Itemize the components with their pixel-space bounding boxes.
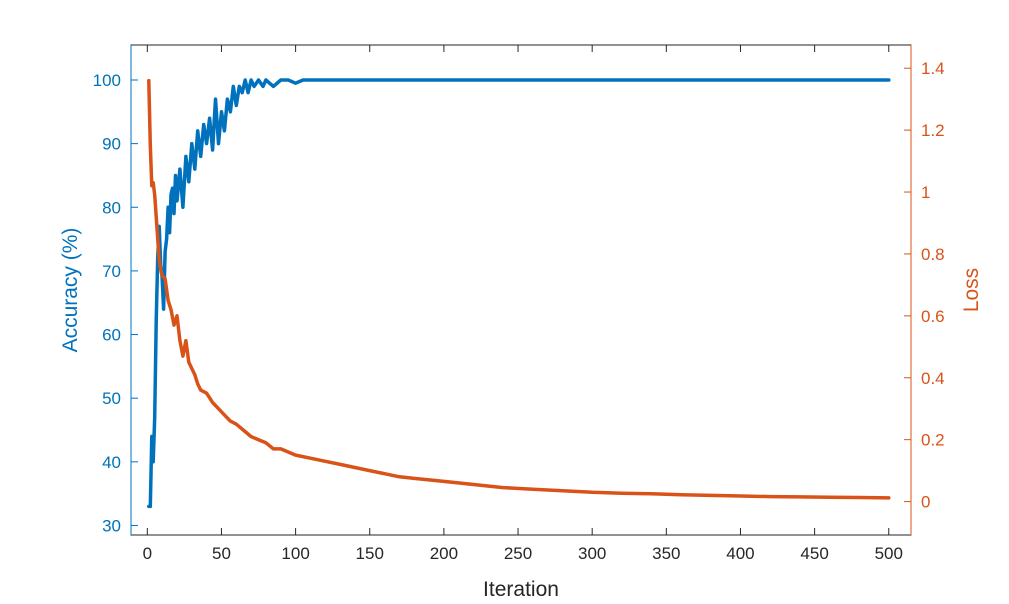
y-right-tick-label: 1	[921, 183, 930, 202]
y-right-tick-label: 0	[921, 493, 930, 512]
y-right-tick-label: 0.4	[921, 369, 945, 388]
x-tick-label: 100	[281, 544, 309, 563]
y-left-tick-label: 30	[102, 516, 121, 535]
y-right-tick-label: 0.6	[921, 307, 945, 326]
x-tick-label: 50	[212, 544, 231, 563]
y-axis-right-label: Loss	[960, 268, 983, 312]
x-tick-label: 300	[578, 544, 606, 563]
y-axis-right: 0 0.2 0.4 0.6 0.8 1 1.2 1.4	[904, 45, 945, 535]
y-left-tick-label: 80	[102, 198, 121, 217]
x-tick-label: 450	[800, 544, 828, 563]
series-layer	[147, 78, 891, 509]
x-tick-label: 250	[504, 544, 532, 563]
y-left-tick-label: 50	[102, 389, 121, 408]
accuracy-series-line	[147, 78, 891, 509]
loss-series-line	[147, 78, 891, 500]
y-left-tick-label: 90	[102, 135, 121, 154]
x-tick-label: 500	[875, 544, 903, 563]
y-left-tick-label: 40	[102, 453, 121, 472]
x-tick-label: 400	[726, 544, 754, 563]
x-tick-label: 0	[143, 544, 152, 563]
y-right-tick-label: 1.2	[921, 121, 945, 140]
y-right-tick-label: 1.4	[921, 59, 945, 78]
x-tick-label: 150	[356, 544, 384, 563]
y-left-tick-label: 60	[102, 326, 121, 345]
x-axis: 0 50 100 150 200 250 300 350 400 450 500	[143, 45, 903, 563]
y-right-tick-label: 0.2	[921, 431, 945, 450]
plot-area	[130, 44, 912, 536]
x-axis-label: Iteration	[483, 578, 559, 601]
y-right-tick-label: 0.8	[921, 245, 945, 264]
x-tick-label: 200	[430, 544, 458, 563]
x-tick-label: 350	[652, 544, 680, 563]
y-left-tick-label: 70	[102, 262, 121, 281]
y-left-tick-label: 100	[93, 71, 121, 90]
y-axis-left: 30 40 50 60 70 80 90 100	[93, 45, 138, 535]
y-axis-left-label: Accuracy (%)	[59, 228, 82, 353]
